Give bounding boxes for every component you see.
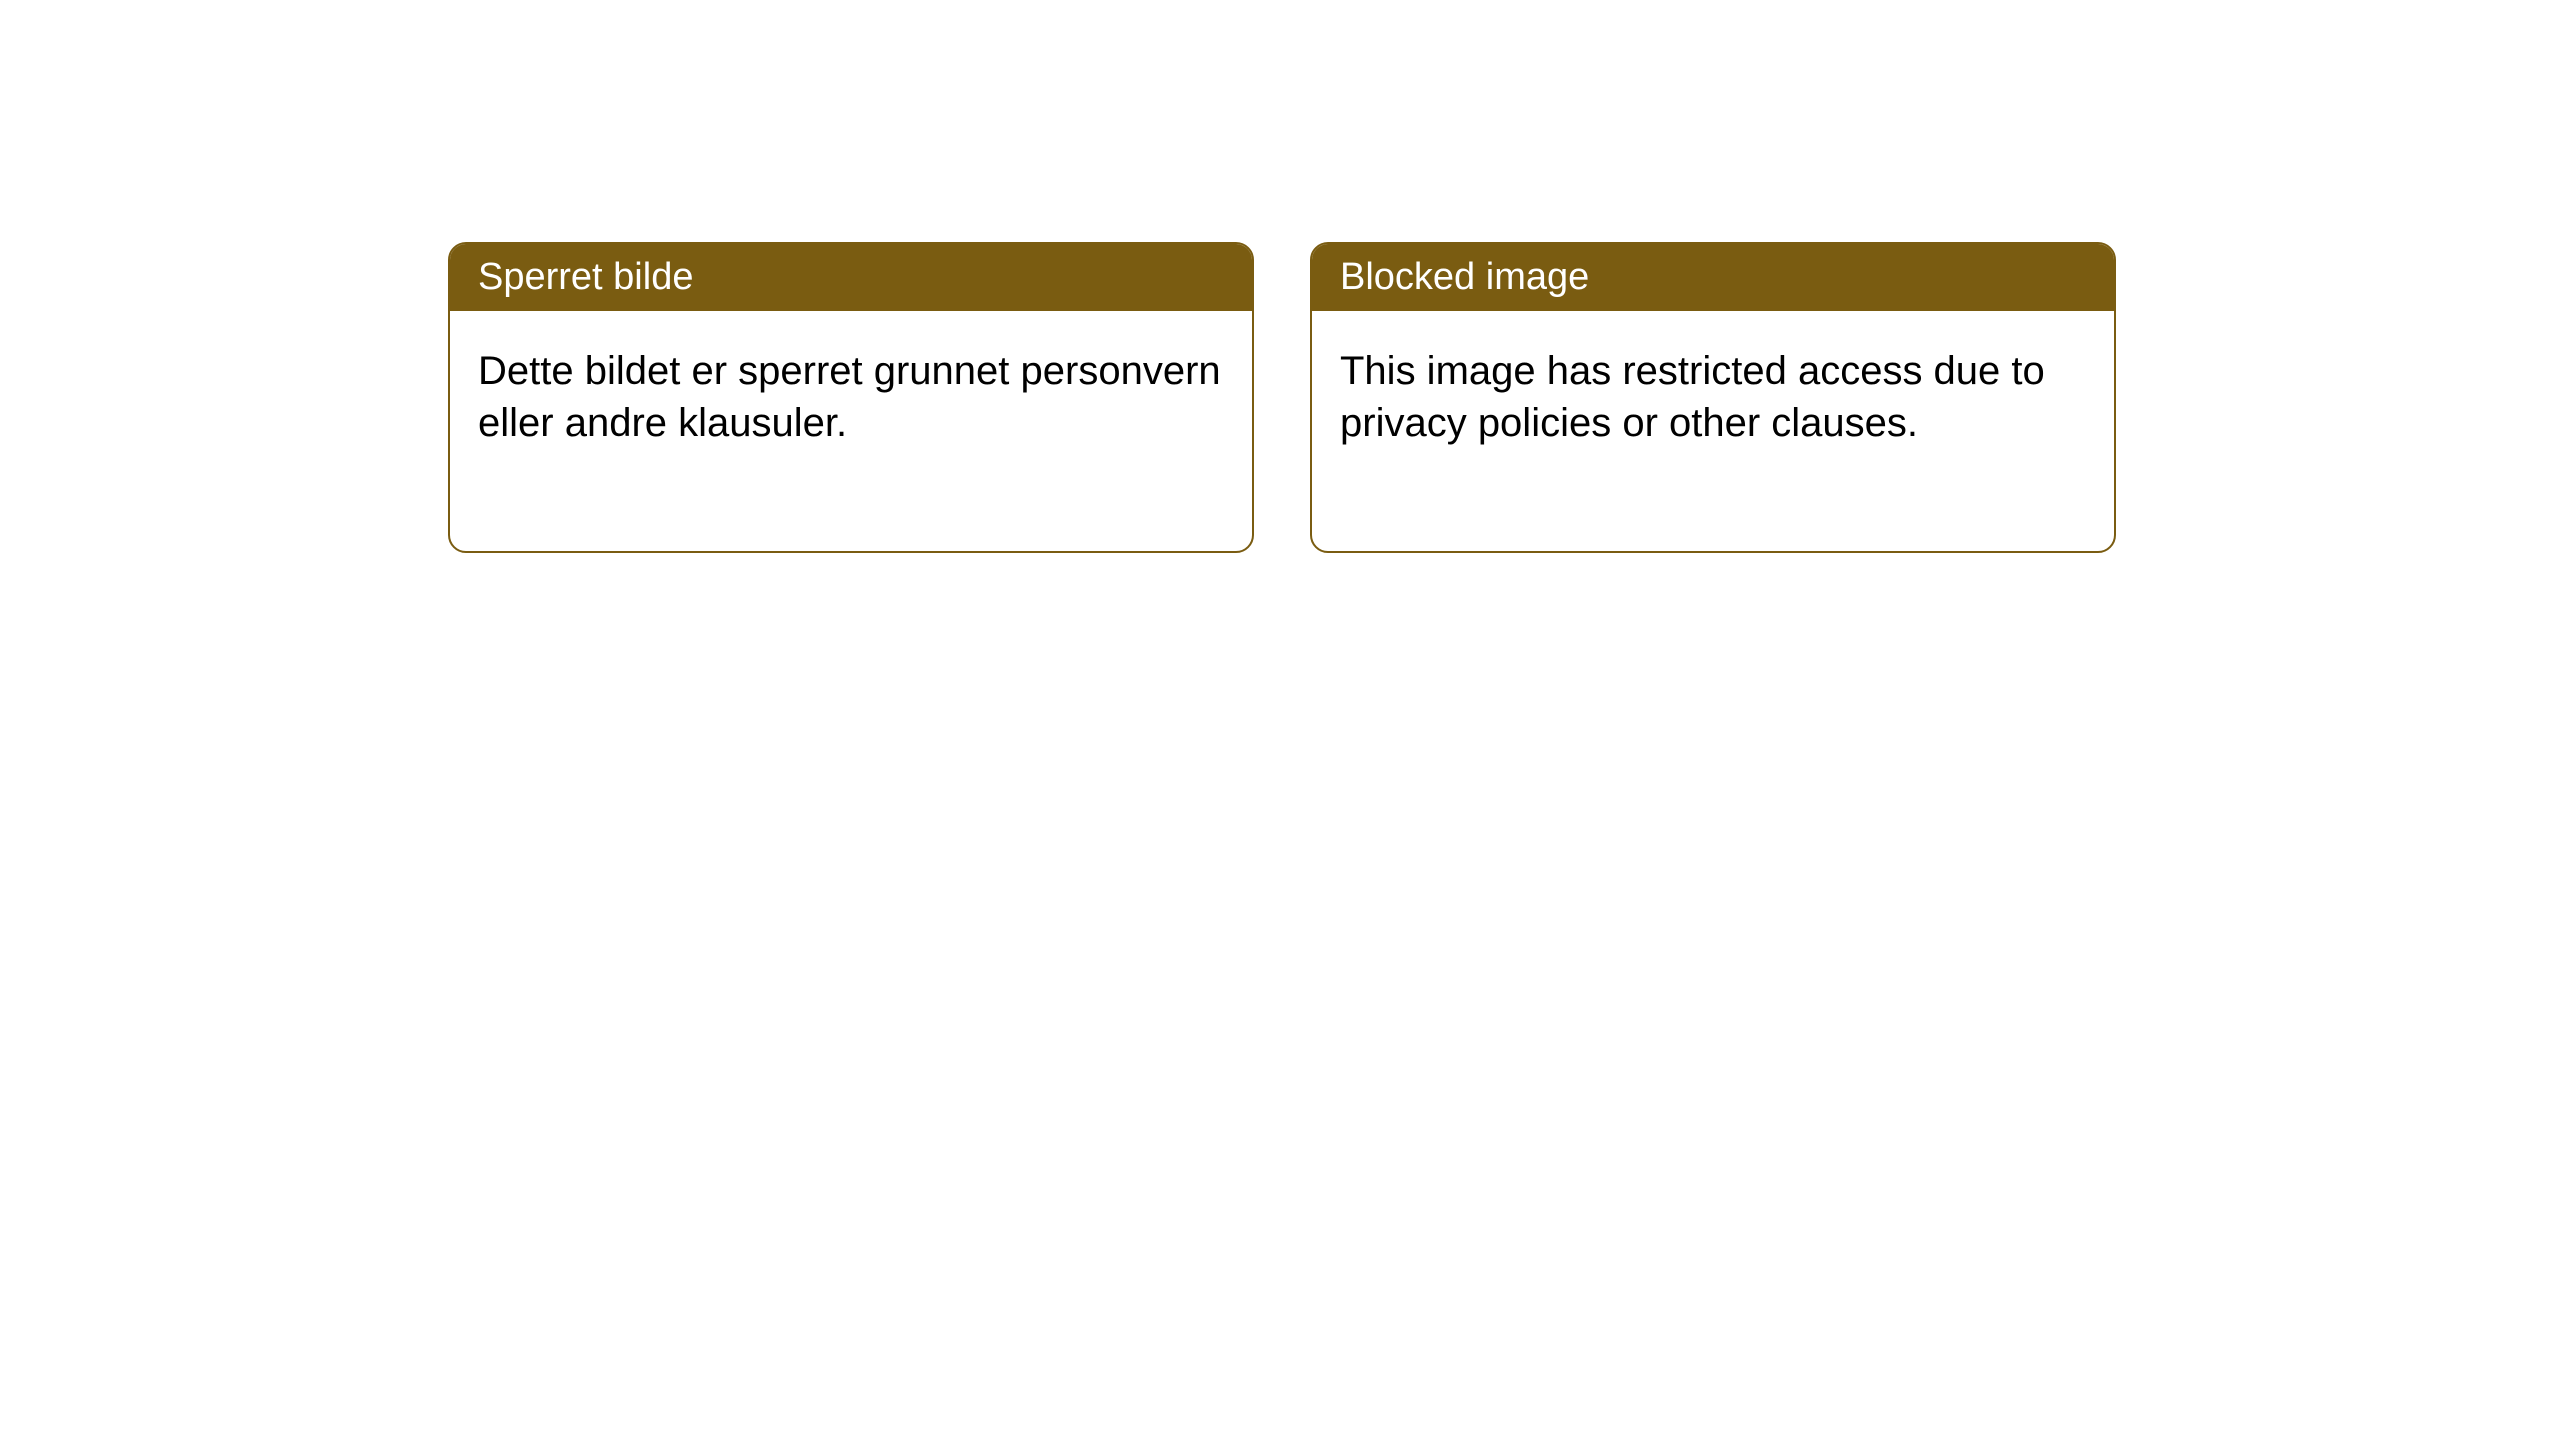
message-header-norwegian: Sperret bilde [450, 244, 1252, 311]
message-boxes-container: Sperret bilde Dette bildet er sperret gr… [448, 242, 2116, 553]
message-header-english: Blocked image [1312, 244, 2114, 311]
message-body-english: This image has restricted access due to … [1312, 311, 2114, 551]
message-box-norwegian: Sperret bilde Dette bildet er sperret gr… [448, 242, 1254, 553]
message-body-norwegian: Dette bildet er sperret grunnet personve… [450, 311, 1252, 551]
message-box-english: Blocked image This image has restricted … [1310, 242, 2116, 553]
